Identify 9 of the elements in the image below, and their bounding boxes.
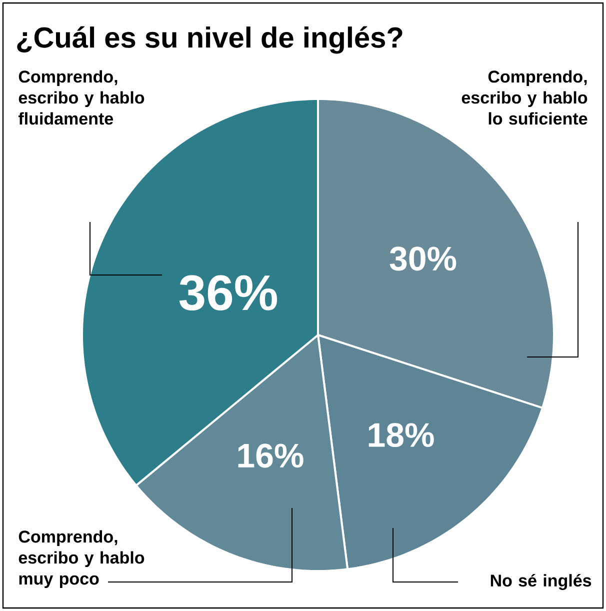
data-label: 30% <box>390 246 456 271</box>
data-label: 36% <box>179 275 278 311</box>
slice-label: Comprendo, escribo y hablo fluidamente <box>18 70 144 125</box>
data-label: 18% <box>368 422 434 448</box>
chart-title: ¿Cuál es su nivel de inglés? <box>17 26 402 54</box>
data-label: 16% <box>238 444 304 468</box>
slice-label: No sé inglés <box>490 574 592 590</box>
slice-label: Comprendo, escribo y hablo muy poco <box>18 530 144 588</box>
slice-label: Comprendo, escribo y hablo lo suficiente <box>462 70 588 125</box>
